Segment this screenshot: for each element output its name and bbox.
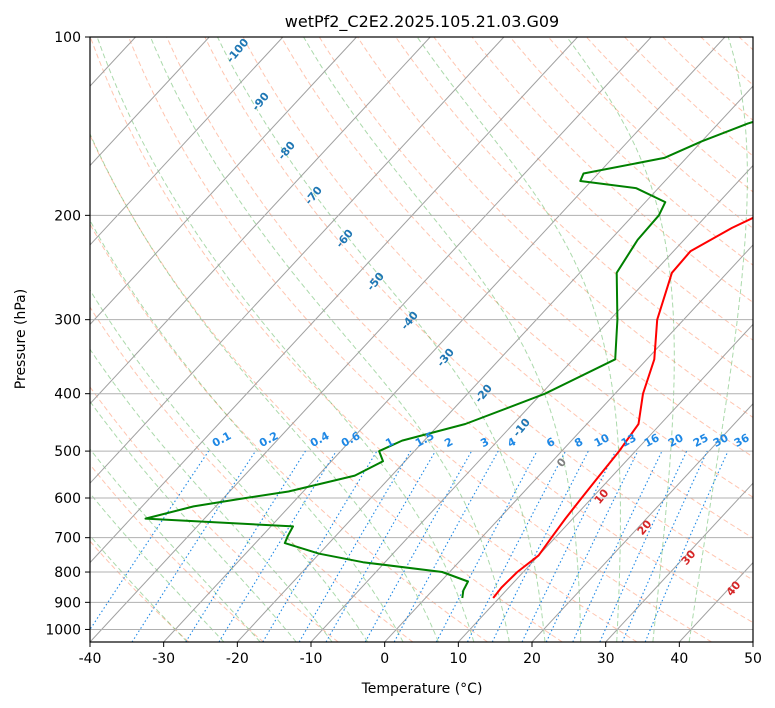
dry-adiabat-line — [547, 37, 753, 230]
isotherm-line — [90, 37, 284, 246]
moist-adiabat-line — [90, 348, 333, 642]
isotherm-line — [90, 37, 652, 642]
isotherm-line — [531, 403, 753, 642]
y-tick-label: 700 — [54, 531, 81, 547]
moist-adiabat-line — [90, 132, 439, 642]
dry-adiabat-line — [433, 37, 753, 341]
x-tick-label: 0 — [380, 651, 389, 667]
isotherm-line — [457, 323, 753, 642]
mixing-ratio-line — [521, 450, 617, 642]
data-lines — [144, 120, 753, 599]
dry-adiabat-line — [471, 37, 753, 304]
isotherm-line — [384, 244, 753, 642]
y-tick-label: 200 — [54, 208, 81, 224]
x-tick-label: 50 — [744, 651, 762, 667]
y-tick-label: 600 — [54, 491, 81, 507]
isotherm-line — [163, 37, 726, 642]
moist-adiabat-line — [688, 37, 748, 642]
x-tick-label: 20 — [523, 651, 541, 667]
mixing-ratio-line — [364, 450, 473, 642]
mixing-ratio-label: 16 — [642, 431, 662, 450]
mixing-ratio-label: 36 — [732, 431, 752, 450]
dry-adiabat-line — [90, 37, 638, 642]
dry-adiabat-line — [624, 37, 753, 157]
x-tick-label: -30 — [152, 651, 175, 667]
x-tick-label: -10 — [300, 651, 323, 667]
y-tick-label: 500 — [54, 444, 81, 460]
isotherm-line — [90, 37, 578, 564]
background-lines — [90, 37, 753, 642]
chart-title: wetPf2_C2E2.2025.105.21.03.G09 — [285, 12, 559, 32]
moist-adiabat-line — [416, 37, 621, 642]
y-axis-label: Pressure (hPa) — [13, 289, 29, 389]
x-tick-label: -20 — [226, 651, 249, 667]
mixing-ratio-label: 10 — [592, 431, 612, 450]
dry-adiabat-line — [280, 37, 753, 498]
mixing-ratio-line — [599, 450, 688, 642]
y-tick-label: 400 — [54, 387, 81, 403]
moist-adiabat-line — [90, 219, 404, 642]
x-tick-label: 10 — [449, 651, 467, 667]
plot-frame — [89, 36, 754, 643]
moist-adiabat-line — [96, 37, 475, 642]
y-tick-label: 1000 — [45, 622, 81, 638]
mixing-ratio-line — [131, 450, 256, 642]
dry-adiabat-line — [242, 37, 753, 539]
dry-adiabat-line — [90, 133, 563, 642]
dry-adiabat-line — [128, 37, 712, 642]
dewpoint-profile-line — [144, 120, 753, 599]
dry-adiabat-line — [90, 463, 264, 642]
y-tick-label: 300 — [54, 313, 81, 329]
x-tick-label: -40 — [79, 651, 102, 667]
isotherm-line — [90, 37, 210, 167]
moist-adiabat-line — [303, 37, 582, 642]
isotherm-line — [90, 37, 357, 326]
isotherm-line — [90, 37, 431, 405]
mixing-ratio-label: 25 — [691, 431, 711, 450]
mixing-ratio-line — [393, 450, 499, 642]
isotherm-line — [310, 164, 753, 642]
temperature-profile-line — [492, 216, 753, 599]
mixing-ratio-line — [435, 450, 538, 642]
moist-adiabat-line — [90, 492, 225, 642]
mixing-ratio-label: 13 — [619, 431, 639, 450]
mixing-ratio-line — [644, 450, 729, 642]
moist-adiabat-line — [90, 289, 369, 642]
isotherm-line — [90, 37, 505, 484]
mixing-ratio-label: 20 — [666, 431, 686, 450]
x-tick-label: 40 — [670, 651, 688, 667]
isotherm-line — [236, 85, 753, 642]
moist-adiabat-line — [566, 37, 675, 642]
mixing-ratio-line — [491, 450, 589, 642]
dry-adiabat-line — [395, 37, 753, 380]
y-tick-label: 800 — [54, 565, 81, 581]
isotherm-line — [605, 482, 753, 642]
mixing-ratio-line — [90, 450, 210, 631]
mixing-ratio-line — [218, 450, 337, 642]
dry-adiabat-line — [90, 306, 414, 642]
mixing-ratio-line — [621, 450, 708, 642]
moist-adiabat-line — [90, 448, 261, 642]
x-axis-label: Temperature (°C) — [361, 681, 483, 697]
moist-adiabat-line — [90, 534, 188, 642]
dry-adiabat-line — [90, 386, 339, 642]
moist-adiabat-line — [150, 37, 510, 642]
moist-adiabat-line — [217, 37, 546, 642]
y-tick-label: 900 — [54, 595, 81, 611]
axes: -40 -30 -20 -10 0 10 20 30 40 50 100 200 300 400 500 60… — [45, 30, 762, 667]
mixing-ratio-label: 30 — [711, 431, 731, 450]
y-tick-label: 100 — [54, 30, 81, 46]
dry-adiabat-line — [357, 37, 753, 419]
x-tick-label: 30 — [597, 651, 615, 667]
